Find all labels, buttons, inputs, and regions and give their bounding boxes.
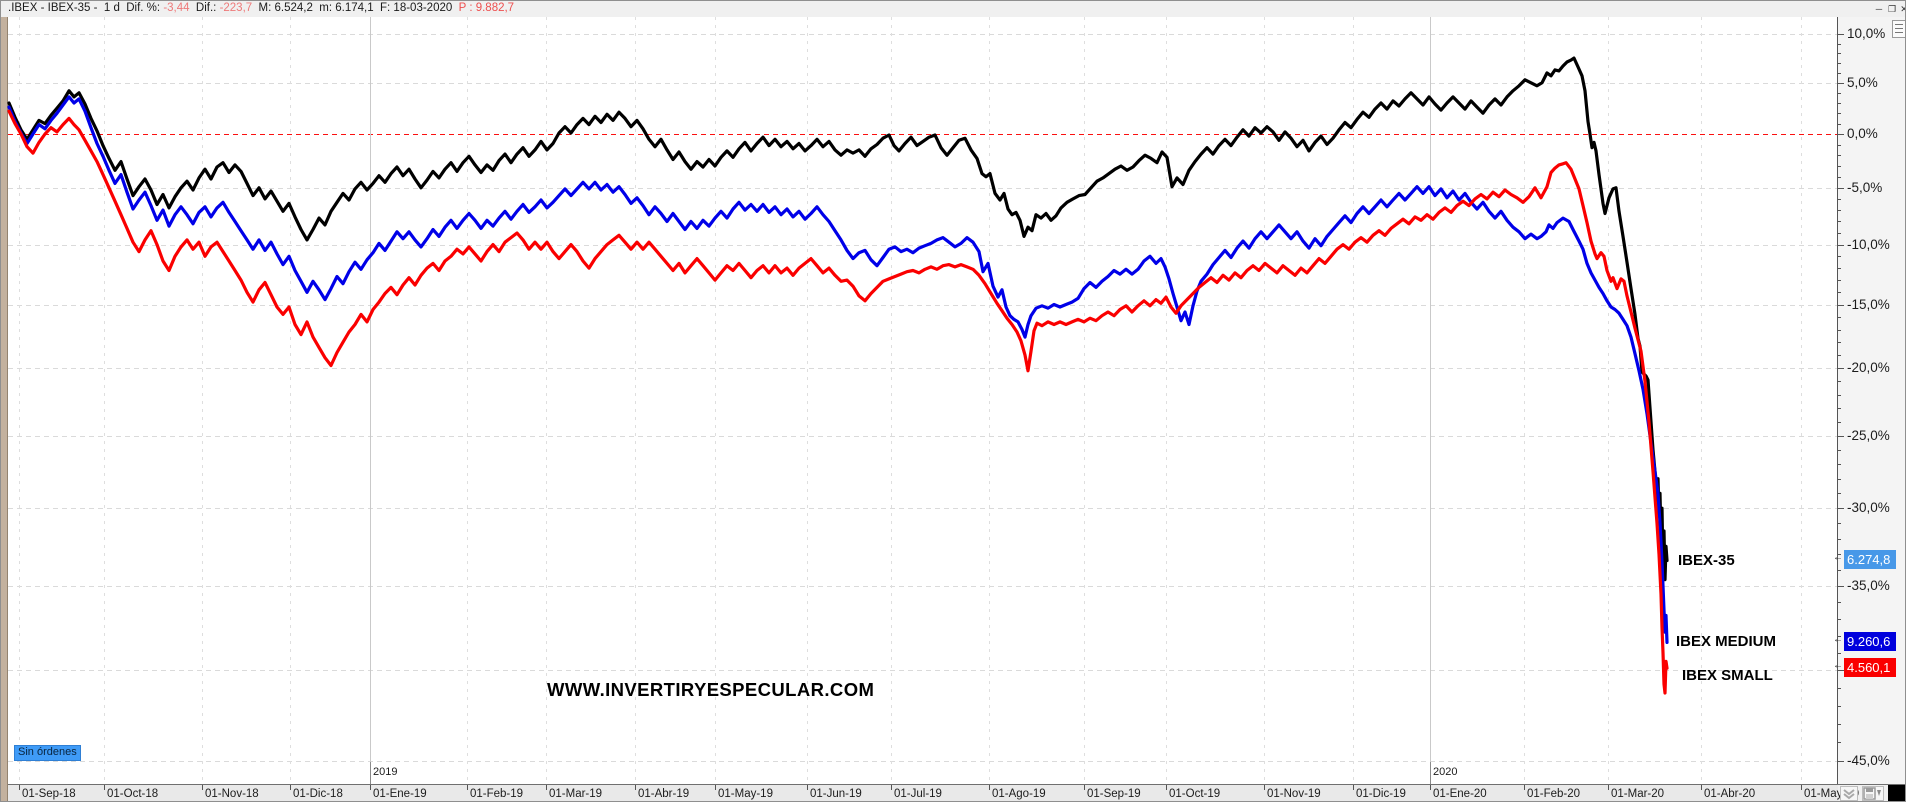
no-orders-badge: Sin órdenes [14, 745, 81, 761]
title-segment: Dif.: [189, 2, 220, 14]
series-line-ibex-35 [7, 56, 1669, 582]
save-workspace-icon[interactable] [1862, 786, 1884, 801]
title-segment: -3,44 [163, 2, 190, 14]
axis-settings-button[interactable] [1892, 20, 1905, 38]
title-segment: -223,7 [219, 2, 253, 14]
series-line-ibex-small [7, 109, 1669, 695]
price-axis-panel[interactable] [1837, 17, 1905, 784]
window-left-edge [1, 17, 8, 801]
title-segment: P : 9.882,7 [458, 2, 515, 14]
minimize-icon[interactable]: ─ [1875, 4, 1883, 14]
watermark-text: WWW.INVERTIRYESPECULAR.COM [547, 679, 875, 700]
chart-canvas[interactable] [8, 17, 1837, 784]
instrument-title: .IBEX - IBEX-35 - 1 d Dif. %: -3,44 Dif.… [8, 2, 514, 14]
docked-window-fragment [1888, 785, 1905, 801]
title-segment: .IBEX - IBEX-35 - 1 d Dif. %: [8, 2, 164, 14]
close-icon[interactable]: ✕ [1898, 3, 1905, 15]
title-segment: M: 6.524,2 m: 6.174,1 F: 18-03-2020 [252, 2, 459, 14]
window-title-bar[interactable]: .IBEX - IBEX-35 - 1 d Dif. %: -3,44 Dif.… [1, 1, 1905, 18]
series-line-ibex-medium [7, 95, 1669, 644]
maximize-icon[interactable]: ❐ [1887, 4, 1897, 14]
collapse-chevrons-icon[interactable] [1840, 786, 1858, 801]
